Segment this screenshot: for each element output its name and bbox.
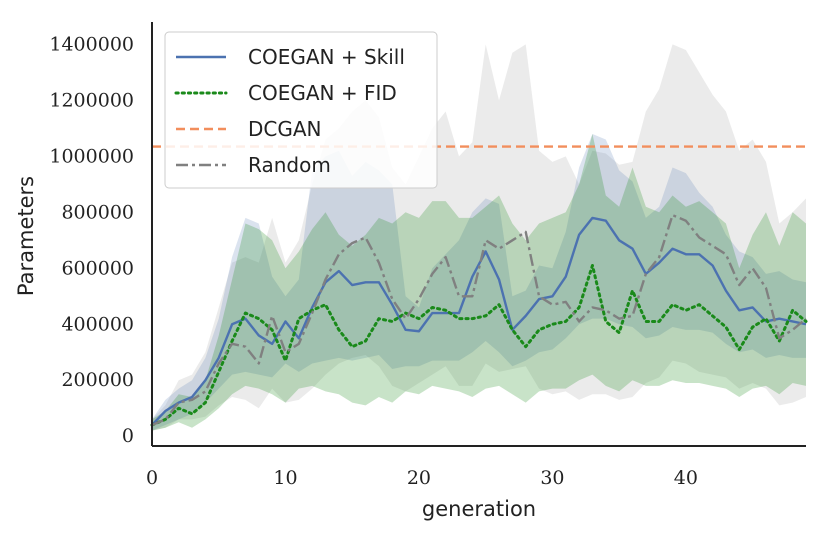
y-tick-labels: 0 200000 400000 600000 800000 1000000 1200000 1… [49, 33, 134, 447]
y-tick-label: 600000 [61, 257, 134, 279]
y-tick-label: 0 [122, 425, 134, 447]
confidence-bands [152, 44, 806, 431]
series-lines [150, 145, 808, 427]
x-tick-label: 10 [273, 467, 297, 489]
legend: COEGAN + Skill COEGAN + FID DCGAN Random [164, 31, 438, 189]
y-tick-label: 800000 [61, 201, 134, 223]
legend-box [164, 31, 438, 189]
legend-label-coegan-fid: COEGAN + FID [248, 81, 397, 105]
y-axis-title: Parameters [14, 176, 38, 296]
y-tick-label: 1200000 [49, 89, 134, 111]
x-tick-label: 40 [674, 467, 698, 489]
line-coegan-fid [150, 263, 808, 427]
x-tick-labels: 0 10 20 30 40 [146, 467, 698, 489]
y-tick-label: 400000 [61, 313, 134, 335]
x-tick-label: 30 [540, 467, 564, 489]
x-tick-label: 20 [407, 467, 431, 489]
x-axis-title: generation [422, 497, 536, 521]
band-coegan-skill [152, 133, 806, 431]
band-random [152, 44, 806, 431]
legend-label-dcgan: DCGAN [248, 117, 322, 141]
legend-label-coegan-skill: COEGAN + Skill [248, 45, 405, 69]
line-coegan-skill [151, 216, 807, 426]
legend-label-random: Random [248, 153, 331, 177]
y-tick-label: 1000000 [49, 145, 134, 167]
band-coegan-fid [152, 133, 806, 431]
y-tick-label: 1400000 [49, 33, 134, 55]
y-tick-label: 200000 [61, 369, 134, 391]
line-random [151, 213, 807, 427]
x-tick-label: 0 [146, 467, 158, 489]
